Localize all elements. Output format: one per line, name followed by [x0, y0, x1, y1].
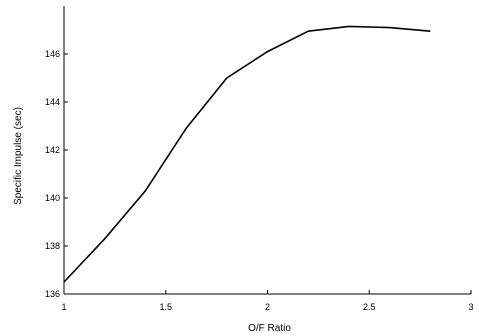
x-tick-label: 2.5	[363, 302, 376, 312]
x-axis-label: O/F Ratio	[248, 323, 291, 334]
x-tick-label: 3	[468, 302, 473, 312]
x-ticks: 1 1.5 2 2.5 3	[61, 290, 474, 312]
y-tick-label: 136	[45, 289, 60, 299]
y-tick-label: 146	[45, 49, 60, 59]
y-tick-label: 138	[45, 241, 60, 251]
x-tick-label: 2	[265, 302, 270, 312]
y-axis-label: Specific Impulse (sec)	[13, 107, 24, 205]
y-ticks: 136 138 140 142 144 146	[45, 49, 68, 299]
y-tick-label: 140	[45, 193, 60, 203]
y-tick-label: 142	[45, 145, 60, 155]
y-tick-label: 144	[45, 97, 60, 107]
x-tick-label: 1.5	[159, 302, 172, 312]
x-tick-label: 1	[61, 302, 66, 312]
axes	[63, 6, 471, 295]
series-group	[63, 25, 431, 283]
series-line	[63, 25, 431, 283]
